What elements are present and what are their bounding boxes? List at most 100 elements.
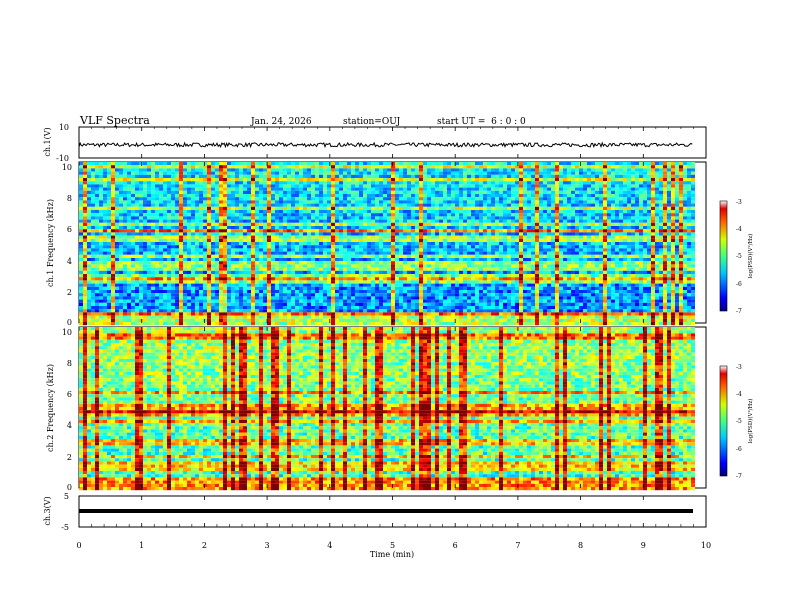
ch1-spec-cell [139, 190, 143, 194]
ch1-spec-cell [323, 283, 327, 287]
ch1-spec-cell [431, 296, 435, 300]
ch1-spec-cell [407, 245, 411, 249]
ch1-spec-cell [131, 178, 135, 182]
ch1-spec-cell [263, 280, 267, 284]
ch1-spec-cell [307, 226, 311, 230]
ch1-spec-cell [103, 174, 107, 178]
ch1-spec-cell [459, 277, 463, 281]
ch1-spec-cell [239, 302, 243, 306]
ch1-spec-cell [459, 261, 463, 265]
ch1-spec-cell [135, 181, 139, 185]
ch1-spec-cell [283, 174, 287, 178]
ch1-spec-cell [115, 174, 119, 178]
ch1-spec-cell [131, 187, 135, 191]
ch1-spec-cell [99, 245, 103, 249]
ch1-spec-cell [419, 261, 423, 265]
ch1-spec-cell [215, 210, 219, 214]
ch1-spec-cell [171, 258, 175, 262]
ch1-spec-cell [315, 200, 319, 204]
ch1-spec-cell [283, 254, 287, 258]
ch1-spec-cell [183, 280, 187, 284]
ch1-spec-cell [331, 261, 335, 265]
ch1-spec-cell [427, 290, 431, 294]
ch1-spec-cell [167, 238, 171, 242]
ch1-spec-cell [363, 312, 367, 316]
ch1-spec-cell [171, 242, 175, 246]
ch1-spec-cell [251, 190, 255, 194]
ch1-spec-cell [263, 296, 267, 300]
ch1-spec-cell [127, 309, 131, 313]
ch1-spec-cell [391, 190, 395, 194]
ch1-spec-cell [351, 245, 355, 249]
ch1-spec-cell [395, 203, 399, 207]
ch1-spec-cell [411, 270, 415, 274]
ch1-spec-cell [467, 210, 471, 214]
ch1-spec-cell [355, 174, 359, 178]
ch1-spec-cell [139, 318, 143, 322]
ch1-spec-cell [271, 219, 275, 223]
ch1-spec-cell [431, 226, 435, 230]
ch1-spec-cell [311, 312, 315, 316]
ch1-spec-cell [99, 322, 103, 326]
ch1-spec-cell [271, 171, 275, 175]
ch1-spec-cell [99, 174, 103, 178]
ch1-spec-cell [119, 168, 123, 172]
ch1-spec-cell [375, 238, 379, 242]
ch1-spec-cell [219, 293, 223, 297]
ch1-spec-cell [419, 190, 423, 194]
ch1-spec-cell [427, 315, 431, 319]
ch1-spec-cell [327, 274, 331, 278]
ch1-spec-cell [227, 315, 231, 319]
ch1-spec-cell [255, 299, 259, 303]
ch1-spec-cell [107, 184, 111, 188]
ch1-spec-cell [191, 178, 195, 182]
ch1-spec-cell [127, 322, 131, 326]
ch1-spec-cell [291, 165, 295, 169]
ch1-spec-cell [455, 293, 459, 297]
ch1-spec-cell [431, 293, 435, 297]
ch1-spec-cell [279, 258, 283, 262]
ch1-spec-cell [187, 264, 191, 268]
ch1-spec-cell [447, 322, 451, 326]
ch1-spec-cell [231, 203, 235, 207]
ch1-spec-cell [223, 216, 227, 220]
ch1-spec-cell [115, 264, 119, 268]
ch1-spec-cell [431, 178, 435, 182]
ch1-spec-cell [135, 267, 139, 271]
ch1-spec-cell [319, 210, 323, 214]
ch1-spec-cell [347, 222, 351, 226]
ch1-spec-cell [459, 210, 463, 214]
ch1-spec-cell [199, 203, 203, 207]
ch1-spec-cell [339, 293, 343, 297]
ch1-spec-cell [135, 306, 139, 310]
ch1-spec-cell [227, 184, 231, 188]
ch1-spec-cell [231, 258, 235, 262]
ch1-spec-cell [127, 315, 131, 319]
ch1-spec-cell [383, 171, 387, 175]
ch1-spec-cell [103, 181, 107, 185]
ch1-spec-cell [135, 274, 139, 278]
ch1-spec-cell [91, 229, 95, 233]
ch1-spec-cell [223, 286, 227, 290]
ch1-spec-cell [83, 248, 87, 252]
ch1-spec-cell [207, 318, 211, 322]
ch1-spec-cell [135, 299, 139, 303]
ch1-spec-cell [163, 277, 167, 281]
ch1-spec-cell [95, 258, 99, 262]
ch1-spec-cell [91, 190, 95, 194]
ch1-spec-cell [451, 280, 455, 284]
ch1-spec-cell [287, 322, 291, 326]
ch1-spec-cell [131, 165, 135, 169]
ch1-spec-cell [451, 187, 455, 191]
ch1-spec-cell [447, 309, 451, 313]
ch1-spec-cell [95, 219, 99, 223]
ch1-spec-cell [139, 274, 143, 278]
ch1-spec-cell [363, 270, 367, 274]
ch1-spec-cell [391, 302, 395, 306]
ch1-spec-cell [459, 171, 463, 175]
ch1-spec-cell [251, 274, 255, 278]
ch1-spec-cell [379, 226, 383, 230]
ch1-spec-cell [115, 242, 119, 246]
ch1-spec-cell [115, 229, 119, 233]
ch1-spec-cell [335, 229, 339, 233]
